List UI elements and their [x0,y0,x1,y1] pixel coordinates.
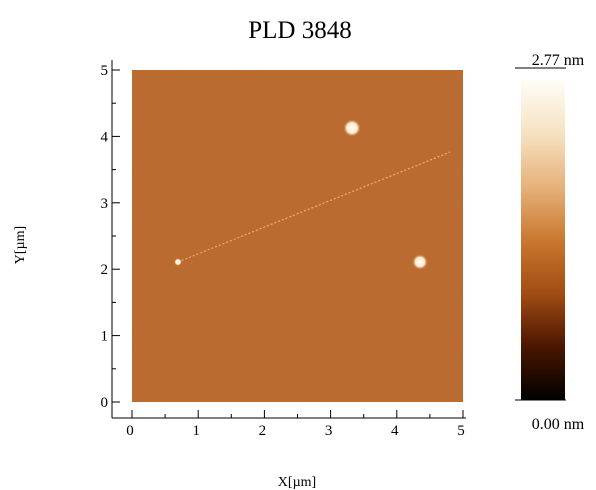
particle [412,254,428,270]
x-tick-label: 4 [391,423,399,439]
image-texture [132,70,463,402]
particle [343,119,361,137]
x-axis-label: X[µm] [278,475,316,490]
scratch [177,151,451,263]
y-tick-label: 3 [101,196,109,212]
x-tick-label: 5 [457,423,465,439]
y-tick-label: 1 [101,329,109,345]
chart-title: PLD 3848 [248,17,351,44]
y-tick-label: 5 [101,63,109,79]
colorbar-label: 0.00 nm [532,416,585,433]
y-axis-label: Y[µm] [13,226,28,264]
x-tick-label: 1 [192,423,200,439]
afm-image [132,70,463,402]
x-tick-label: 0 [126,423,134,439]
y-tick-label: 4 [101,129,109,145]
x-tick-label: 2 [259,423,267,439]
x-tick-label: 3 [325,423,333,439]
colorbar [521,80,565,400]
particle [174,258,182,266]
colorbar-label: 2.77 nm [532,52,585,69]
y-tick-label: 2 [101,262,109,278]
y-tick-label: 0 [101,395,109,411]
surface-features [174,119,451,270]
